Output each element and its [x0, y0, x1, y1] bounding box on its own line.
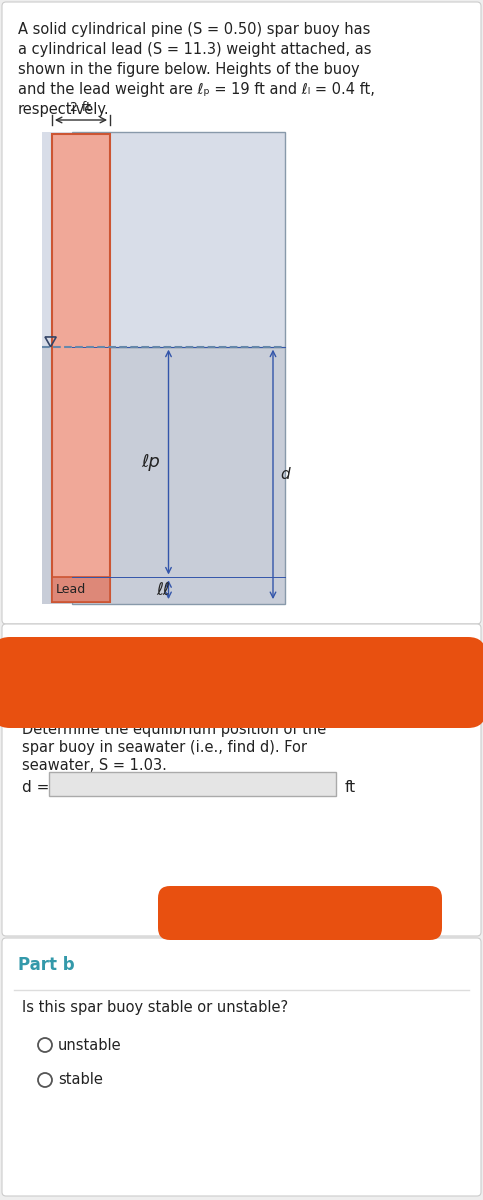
Text: Determine the equilibrium position of the: Determine the equilibrium position of th…: [22, 722, 326, 737]
Text: and the lead weight are ℓₚ = 19 ft and ℓₗ = 0.4 ft,: and the lead weight are ℓₚ = 19 ft and ℓ…: [18, 82, 375, 97]
Bar: [42, 347, 72, 604]
Text: d =: d =: [22, 780, 54, 794]
Text: d: d: [280, 467, 290, 482]
FancyBboxPatch shape: [2, 624, 481, 936]
Text: unstable: unstable: [58, 1038, 122, 1052]
Bar: [52, 577, 110, 602]
FancyBboxPatch shape: [49, 772, 336, 796]
Text: stable: stable: [58, 1073, 103, 1087]
Text: seawater, S = 1.03.: seawater, S = 1.03.: [22, 758, 167, 773]
Text: spar buoy in seawater (i.e., find d). For: spar buoy in seawater (i.e., find d). Fo…: [22, 740, 307, 755]
Text: Part b: Part b: [18, 956, 75, 974]
Text: ft: ft: [345, 780, 356, 794]
Text: Part a: Part a: [18, 642, 74, 660]
Text: ℓp: ℓp: [141, 454, 160, 472]
Text: A solid cylindrical pine (S = 0.50) spar buoy has: A solid cylindrical pine (S = 0.50) spar…: [18, 22, 370, 37]
Bar: [42, 132, 72, 347]
Text: ℓℓ: ℓℓ: [156, 581, 170, 599]
Text: respectively.: respectively.: [18, 102, 110, 116]
FancyBboxPatch shape: [158, 886, 442, 940]
FancyBboxPatch shape: [2, 938, 481, 1196]
Bar: [52, 134, 110, 602]
FancyBboxPatch shape: [0, 637, 483, 728]
Bar: [72, 347, 285, 604]
Text: Is this spar buoy stable or unstable?: Is this spar buoy stable or unstable?: [22, 1000, 288, 1015]
Text: shown in the figure below. Heights of the buoy: shown in the figure below. Heights of th…: [18, 62, 360, 77]
Text: 13.612: 13.612: [55, 778, 108, 793]
Text: Lead: Lead: [56, 583, 86, 596]
Text: a cylindrical lead (S = 11.3) weight attached, as: a cylindrical lead (S = 11.3) weight att…: [18, 42, 371, 56]
FancyBboxPatch shape: [2, 2, 481, 624]
Text: 2 ft: 2 ft: [71, 101, 91, 114]
Bar: [72, 132, 285, 347]
